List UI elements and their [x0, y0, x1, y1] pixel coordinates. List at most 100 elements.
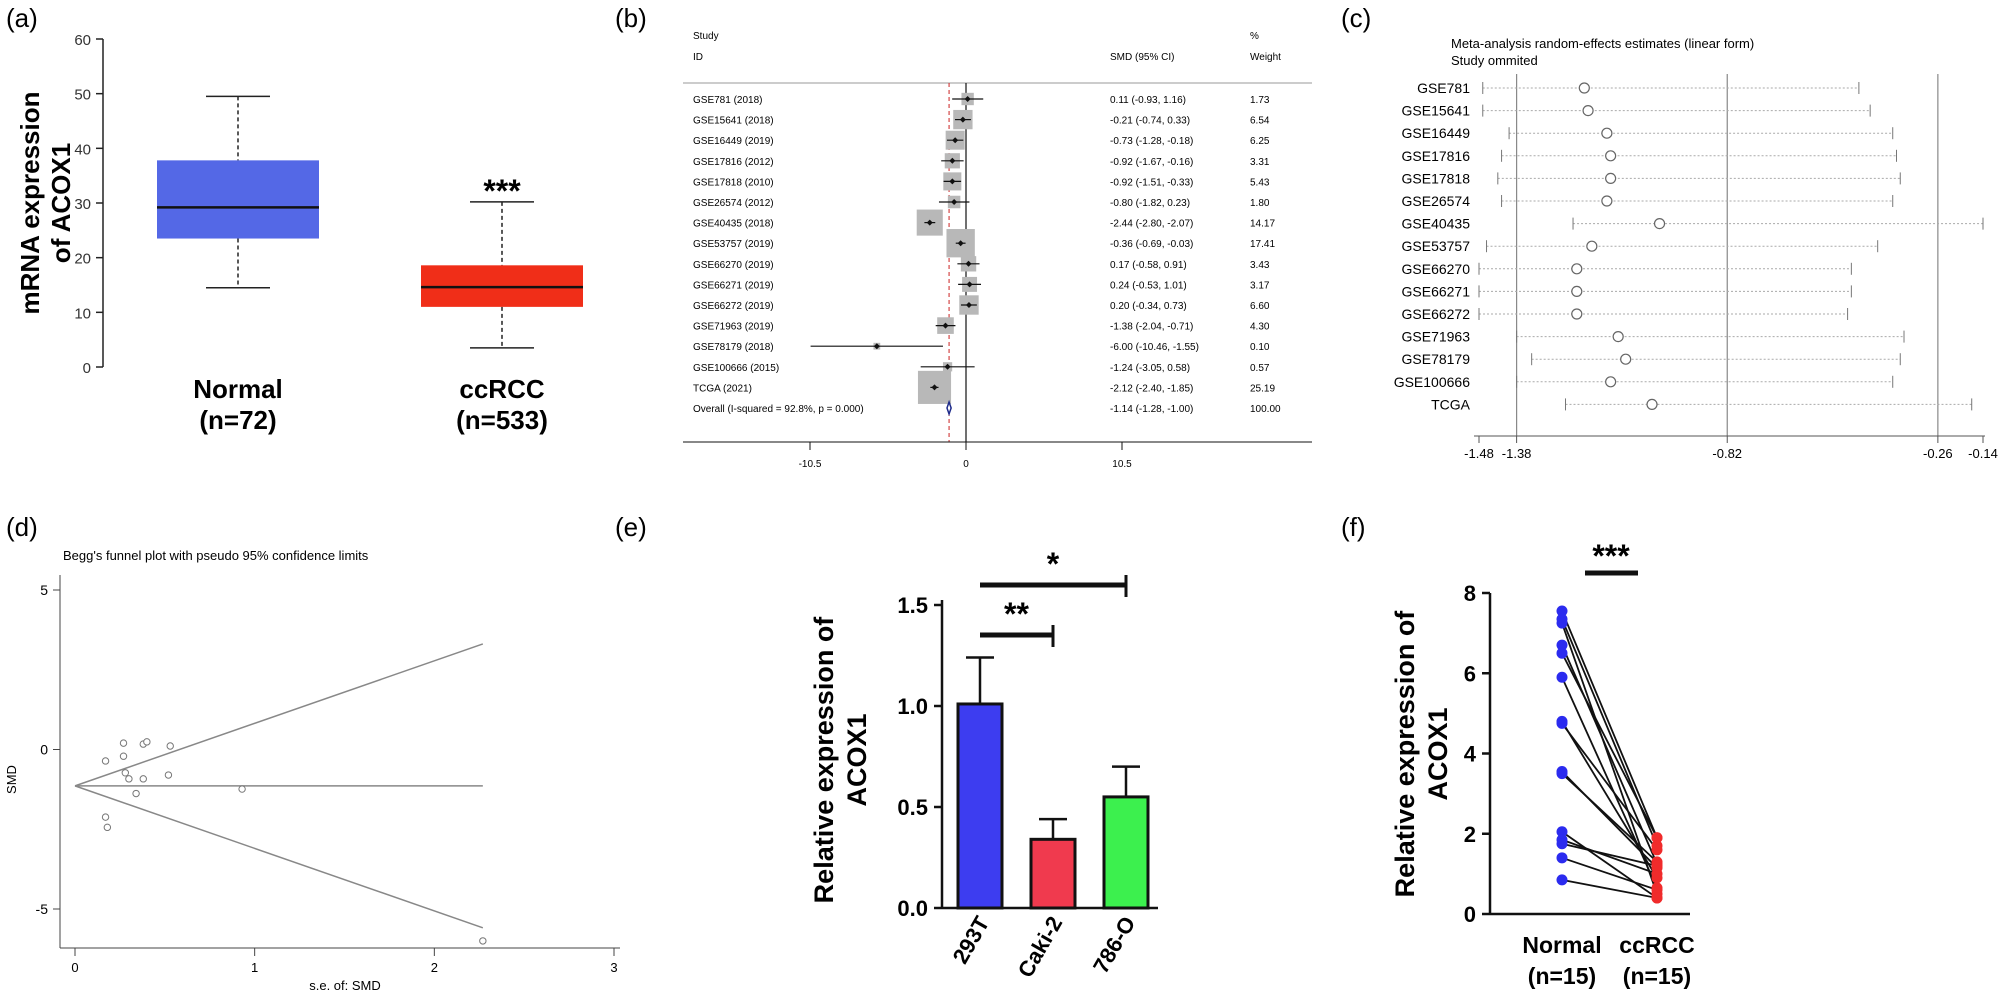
- study-point: [132, 789, 140, 798]
- estimate-point: [1605, 376, 1617, 388]
- x-tick-label: ccRCC: [459, 374, 544, 404]
- x-tick-label-n: (n=72): [199, 405, 276, 435]
- point-estimate: [949, 157, 956, 164]
- point-estimate: [966, 281, 973, 288]
- normal-point: [1556, 768, 1568, 780]
- pair-line: [1561, 879, 1658, 899]
- study-id: GSE17818 (2010): [693, 177, 774, 188]
- study-weight: 3.43: [1250, 260, 1270, 271]
- point-estimate: [957, 240, 964, 247]
- y-tick-label: 2: [1464, 822, 1476, 847]
- panel-label-d: (d): [6, 512, 38, 542]
- x-tick-label: Normal: [1522, 932, 1601, 958]
- study-id: GSE53757: [1402, 238, 1471, 254]
- panel-d: (d) Begg's funnel plot with pseudo 95% c…: [4, 512, 620, 993]
- estimate-point: [1601, 195, 1613, 207]
- x-tick-label: 0: [71, 960, 78, 975]
- study-weight: 5.43: [1250, 177, 1270, 188]
- study-ci: 0.20 (-0.34, 0.73): [1110, 301, 1187, 312]
- study-point: [166, 742, 174, 750]
- normal-point: [1556, 717, 1568, 729]
- point-estimate: [949, 178, 956, 185]
- estimate-point: [1571, 285, 1583, 297]
- overall-ci: -1.14 (-1.28, -1.00): [1110, 404, 1193, 415]
- study-weight: 4.30: [1250, 322, 1270, 333]
- pair-line: [1561, 856, 1658, 891]
- study-weight: 14.17: [1250, 219, 1275, 230]
- x-tick-label: -0.82: [1712, 446, 1742, 461]
- normal-point: [1556, 838, 1568, 850]
- study-id: GSE100666 (2015): [693, 363, 779, 374]
- y-axis-label-line: Relative expression of: [1390, 610, 1420, 898]
- x-tick-label: 3: [610, 960, 617, 975]
- study-id: GSE16449: [1402, 125, 1471, 141]
- pseudo-ci-upper: [74, 643, 484, 787]
- normal-point: [1556, 617, 1568, 629]
- y-tick-label: 0.5: [897, 795, 928, 820]
- estimate-point: [1646, 398, 1658, 410]
- point-estimate: [959, 116, 966, 123]
- y-axis-label-line: of ACOX1: [46, 143, 76, 263]
- point-estimate: [926, 219, 933, 226]
- point-estimate: [873, 343, 880, 350]
- y-tick-label: 20: [74, 251, 91, 268]
- significance-label: ***: [483, 173, 521, 209]
- study-id: GSE26574 (2012): [693, 198, 774, 209]
- study-weight: 17.41: [1250, 239, 1275, 250]
- normal-point: [1556, 874, 1568, 886]
- pair-line: [1561, 838, 1658, 875]
- y-axis-label: mRNA expressionof ACOX1: [15, 92, 76, 315]
- x-axis-label: s.e. of: SMD: [309, 978, 381, 993]
- study-id: GSE53757 (2019): [693, 239, 774, 250]
- pair-line: [1561, 652, 1658, 839]
- point-estimate: [965, 302, 972, 308]
- panel-label-b: (b): [615, 3, 647, 33]
- bar-293T: [956, 702, 1004, 910]
- estimate-point: [1582, 104, 1594, 117]
- x-tick-label: 10.5: [1112, 459, 1132, 470]
- study-id: GSE66270 (2019): [693, 260, 774, 271]
- pseudo-ci-lower: [74, 785, 484, 929]
- x-tick-label: 0: [963, 459, 969, 470]
- study-point: [479, 937, 487, 945]
- header-weight: Weight: [1250, 52, 1281, 63]
- bar-Caki-2: [1029, 837, 1077, 910]
- y-axis-label-line: ACOX1: [842, 713, 872, 806]
- panel-label-f: (f): [1341, 512, 1366, 542]
- study-id: GSE66271: [1402, 283, 1471, 299]
- study-point: [119, 739, 128, 747]
- x-tick-label: -0.26: [1923, 446, 1953, 461]
- y-tick-label: -5: [36, 901, 49, 917]
- y-axis-label: SMD: [4, 765, 19, 794]
- x-tick-label: Caki-2: [1013, 912, 1068, 982]
- study-id: GSE78179: [1402, 351, 1471, 367]
- normal-point: [1556, 671, 1568, 683]
- study-ci: -0.36 (-0.69, -0.03): [1110, 239, 1193, 250]
- y-axis-label-line: Relative expression of: [809, 616, 839, 904]
- x-tick-label: -1.48: [1464, 446, 1494, 461]
- chart-title: Meta-analysis random-effects estimates (…: [1451, 36, 1754, 51]
- x-tick-label: 786-O: [1088, 912, 1140, 977]
- y-tick-label: 1.5: [897, 593, 928, 618]
- y-tick-label: 0: [1464, 902, 1476, 927]
- pair-line: [1561, 772, 1658, 863]
- box-Normal: [157, 160, 319, 239]
- study-id: GSE66270: [1402, 261, 1471, 277]
- panel-e: (e) 0.0 0.5 1.0 1.5 Relative expression of AC…: [615, 512, 1158, 982]
- study-point: [125, 775, 133, 783]
- study-weight: 3.31: [1250, 157, 1270, 168]
- study-id: GSE17818: [1402, 170, 1471, 186]
- study-id: GSE66271 (2019): [693, 280, 774, 291]
- normal-point: [1556, 647, 1568, 659]
- y-tick-label: 0: [83, 360, 91, 377]
- study-point: [103, 823, 112, 832]
- header-study: Study: [693, 31, 719, 42]
- study-ci: -0.80 (-1.82, 0.23): [1110, 198, 1190, 209]
- panel-label-a: (a): [6, 3, 38, 33]
- comparison-label: *: [1047, 546, 1060, 582]
- y-tick-label: 6: [1464, 661, 1476, 686]
- study-point: [121, 769, 130, 777]
- overall-weight: 100.00: [1250, 404, 1281, 415]
- study-weight: 25.19: [1250, 383, 1275, 394]
